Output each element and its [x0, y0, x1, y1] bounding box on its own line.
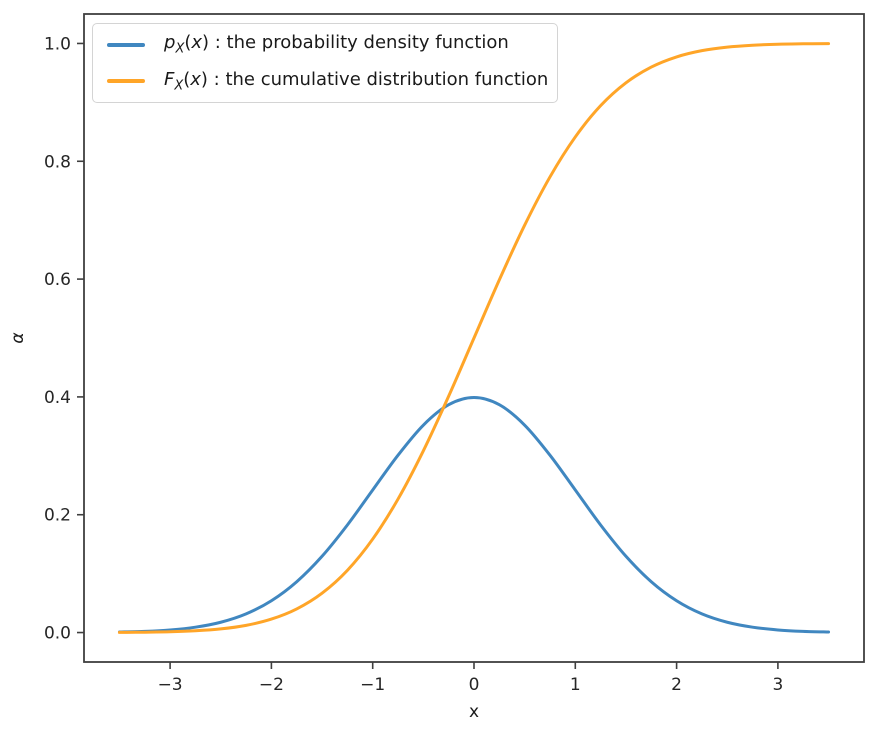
y-tick-label: 0.6: [44, 270, 71, 290]
plot-border: [83, 13, 865, 663]
legend: pX(x) : the probability density function…: [92, 23, 558, 103]
pdf-description: : the probability density function: [209, 32, 509, 54]
pdf-paren-close: ): [202, 32, 210, 54]
y-tick-label: 0.4: [44, 388, 71, 408]
cdf-line-swatch: [107, 79, 145, 84]
curves-group: [117, 42, 831, 634]
y-tick-label: 0.0: [44, 624, 71, 644]
x-tick-label: −3: [158, 675, 183, 695]
pdf-paren-open: (: [184, 32, 192, 54]
cdf-paren-close: ): [200, 69, 208, 91]
x-tick-label: 1: [570, 675, 581, 695]
cdf-paren-open: (: [183, 69, 191, 91]
x-tick-label: 3: [772, 675, 783, 695]
cdf-subscript-letter: X: [174, 78, 184, 94]
ticks-group: −3 −2 −1 0 1 2 3 0.0 0.2 0.4 0.6 0.8 1.0 x α: [8, 34, 783, 722]
legend-item-cdf: FX(x) : the cumulative distribution func…: [93, 63, 557, 99]
pdf-line-swatch: [107, 42, 145, 47]
x-tick-label: −2: [259, 675, 284, 695]
cdf-symbol: F: [164, 69, 175, 91]
x-axis-label: x: [469, 702, 479, 722]
pdf-subscript-letter: X: [175, 41, 185, 57]
y-tick-label: 0.8: [44, 152, 71, 172]
x-tick-label: 2: [671, 675, 682, 695]
x-tick-label: −1: [360, 675, 385, 695]
cdf-arg: x: [190, 69, 201, 91]
y-axis-label: α: [8, 332, 28, 343]
cdf-description: : the cumulative distribution function: [207, 69, 549, 91]
y-tick-label: 0.2: [44, 506, 71, 526]
legend-item-pdf: pX(x) : the probability density function: [93, 27, 557, 63]
cdf-curve: [117, 42, 831, 634]
pdf-symbol: p: [164, 32, 176, 54]
cdf-symbol-subscript: X: [174, 79, 183, 94]
pdf-symbol-subscript: X: [175, 42, 184, 57]
legend-label-pdf: pX(x) : the probability density function: [164, 32, 509, 57]
legend-label-cdf: FX(x) : the cumulative distribution func…: [164, 69, 548, 94]
y-tick-label: 1.0: [44, 34, 71, 54]
pdf-arg: x: [191, 32, 202, 54]
x-tick-label: 0: [469, 675, 480, 695]
pdf-curve: [117, 396, 831, 634]
